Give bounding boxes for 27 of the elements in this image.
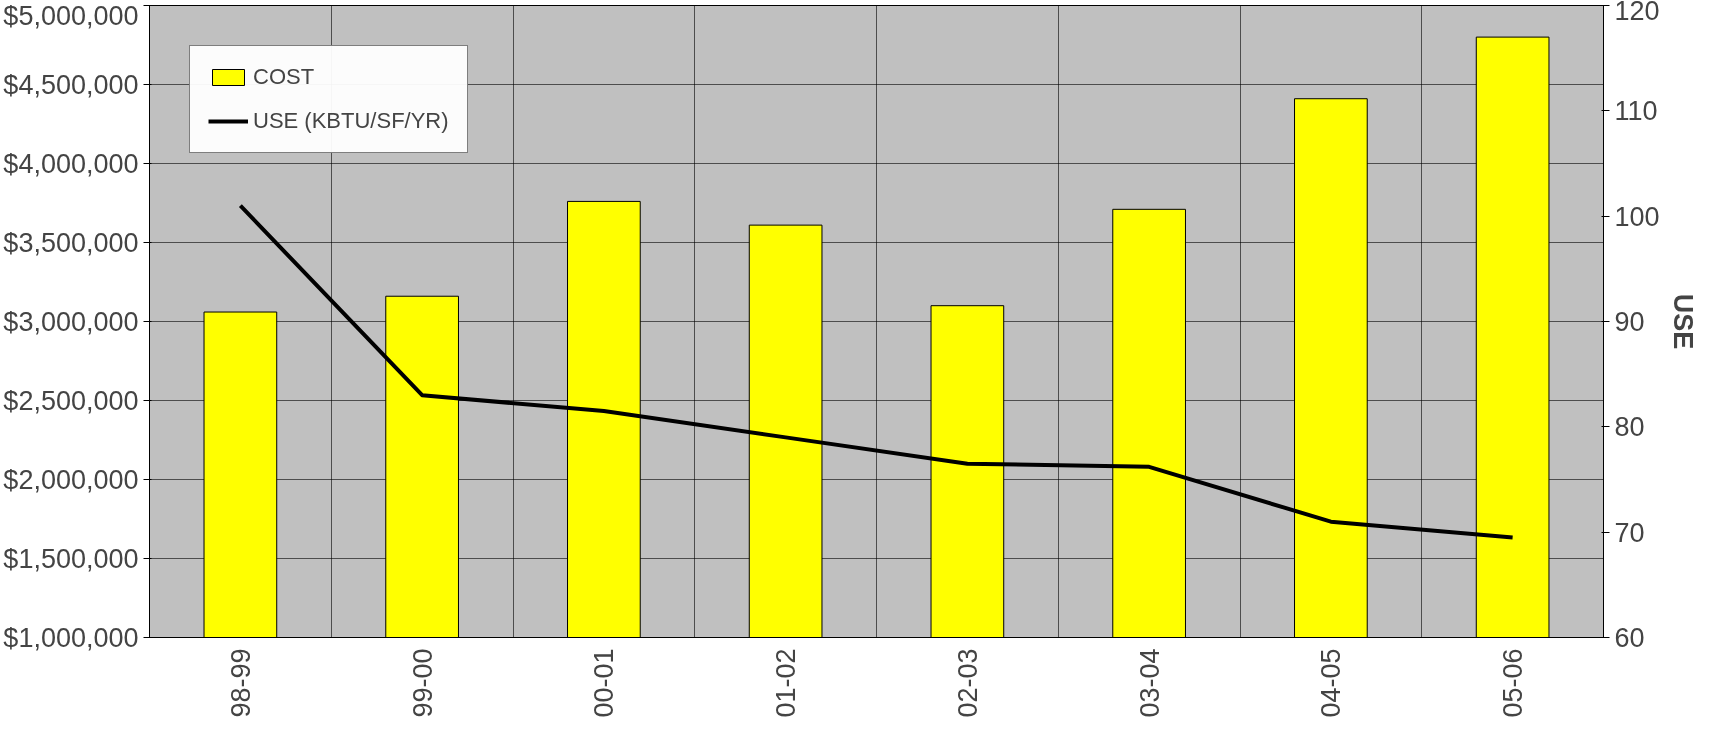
x-tick-label: 02-03: [952, 648, 983, 718]
x-tick-label: 05-06: [1498, 648, 1529, 718]
y-tick-label: $3,500,000: [3, 227, 139, 258]
x-tick-label: 03-04: [1134, 648, 1165, 718]
y2-tick-label: 110: [1614, 96, 1658, 127]
y2-tick-label: 90: [1614, 307, 1645, 337]
legend-label: USE (KBTU/SF/YR): [253, 108, 449, 134]
y-tick-label: $5,000,000: [3, 0, 139, 31]
y-tick-label: $4,000,000: [3, 148, 139, 179]
y-tick-label: $4,500,000: [3, 69, 139, 100]
y2-tick-label: 70: [1614, 517, 1645, 548]
y-tick-label: $2,000,000: [3, 464, 139, 495]
y-tick-label: $1,000,000: [3, 622, 139, 653]
x-tick-label: 00-01: [589, 648, 620, 718]
y2-axis-title: USE: [1667, 293, 1698, 350]
y2-tick-label: 120: [1614, 0, 1660, 26]
y2-tick-label: 80: [1614, 412, 1645, 443]
x-tick-label: 99-00: [407, 648, 438, 718]
y-tick-label: $2,500,000: [3, 385, 139, 416]
x-tick-label: 01-02: [771, 648, 802, 718]
x-tick-label: 04-05: [1316, 648, 1347, 718]
y2-tick-label: 100: [1614, 201, 1660, 232]
x-tick-label: 98-99: [225, 648, 256, 718]
y-tick-label: $1,500,000: [3, 543, 139, 574]
legend-label: COST: [253, 64, 315, 90]
y2-tick-label: 60: [1614, 623, 1645, 653]
y-tick-label: $3,000,000: [3, 306, 139, 337]
